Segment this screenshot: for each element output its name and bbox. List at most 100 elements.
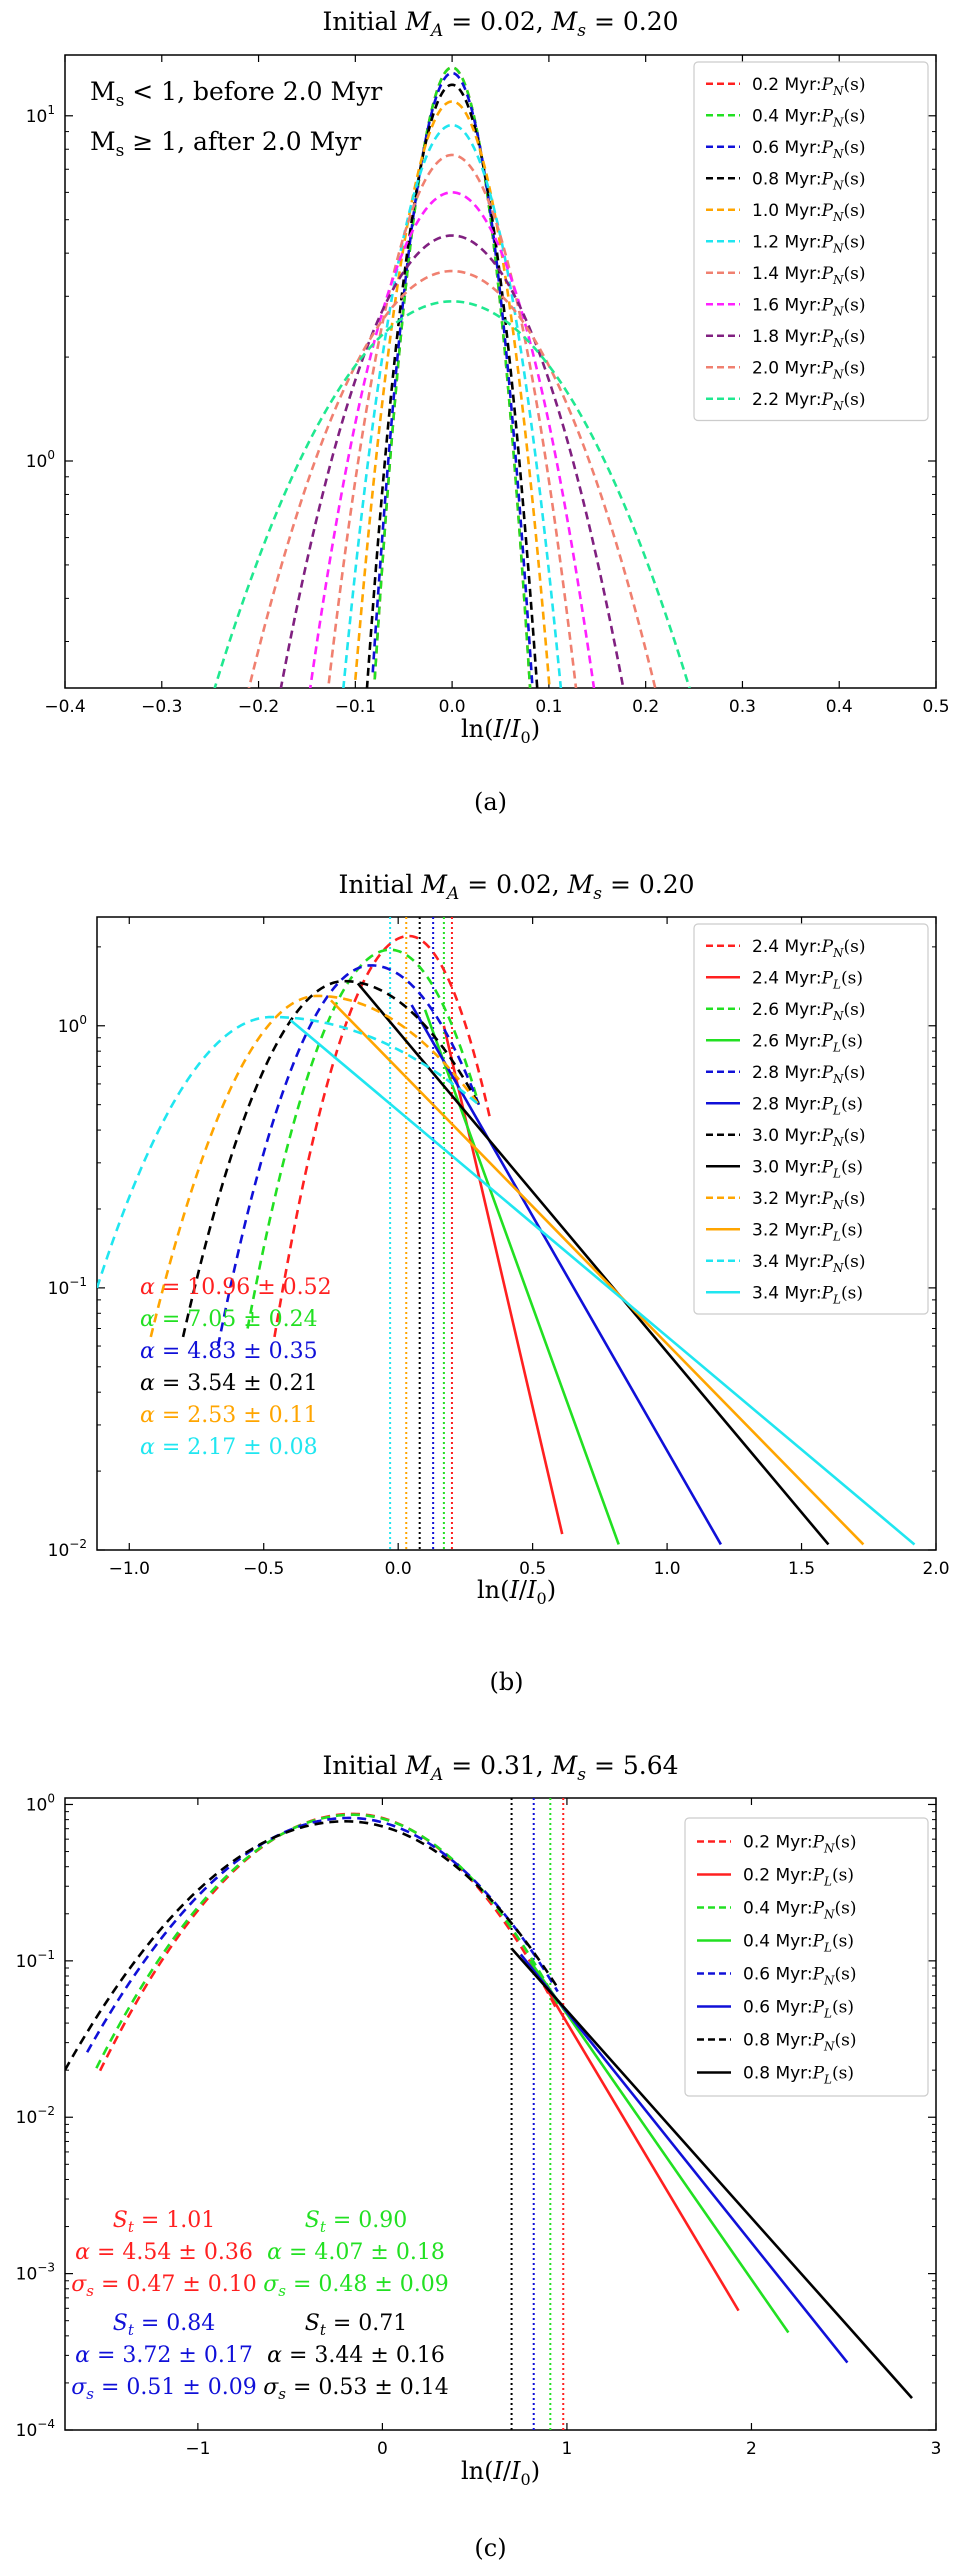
series-line [330,999,865,1546]
legend-label: 3.4 Myr:PL(s) [752,1283,863,1306]
legend-item: 0.6 Myr:PN(s) [706,138,866,161]
x-axis-label: ln(I/I0) [461,715,540,747]
plot-frame [64,1797,937,2431]
sigma-annotation: σs = 0.47 ± 0.10 [71,2272,257,2300]
legend-label: 3.4 Myr:PN(s) [752,1252,866,1275]
legend-label: 3.0 Myr:PL(s) [752,1157,863,1180]
x-tick-label: 0.5 [519,1559,546,1579]
y-tick-label: 10−1 [48,1275,87,1299]
legend-label: 0.4 Myr:PN(s) [743,1899,857,1922]
series-line [308,191,596,688]
legend-box [693,923,929,1315]
legend-item: 0.8 Myr:PL(s) [697,2064,854,2087]
alpha-annotation: α = 10.96 ± 0.52 [140,1275,332,1300]
x-tick-label: 0.3 [729,697,756,717]
legend-label: 2.0 Myr:PN(s) [752,358,866,381]
series-line [365,83,539,688]
legend-label: 0.8 Myr:PL(s) [743,2064,854,2087]
series-line [246,948,481,1329]
x-tick-label: 0.2 [632,697,659,717]
legend-item: 0.4 Myr:PL(s) [697,1932,854,1955]
y-tick-label: 10−1 [16,1948,55,1972]
x-tick-label: 2 [746,2439,757,2459]
legend-item: 0.8 Myr:PN(s) [697,2031,857,2054]
legend-item: 2.8 Myr:PL(s) [706,1094,863,1117]
legend-item: 0.8 Myr:PN(s) [706,169,866,192]
legend-label: 1.8 Myr:PN(s) [752,327,866,350]
series-group [65,1798,913,2430]
series-line [528,1960,740,2312]
x-tick-label: −1.0 [109,1559,150,1579]
plot-frame [64,54,937,689]
x-tick-label: 0 [377,2439,388,2459]
series-line [149,994,480,1338]
legend-label: 1.0 Myr:PN(s) [752,201,866,224]
axes: −1.0 −0.5 0.0 0.5 1.0 1.5 2.0 10−2 10−1 100 [48,916,950,1579]
series-line [95,1813,559,2069]
x-tick-label: 0.0 [439,697,466,717]
legend-label: 0.2 Myr:PL(s) [743,1866,854,1889]
series-line [410,1004,722,1546]
series-line [86,1816,559,2053]
x-tick-label: 1 [562,2439,573,2459]
legend-item: 3.0 Myr:PN(s) [706,1126,866,1149]
legend-label: 2.6 Myr:PL(s) [752,1031,863,1054]
legend-label: 0.6 Myr:PN(s) [752,138,866,161]
y-tick-label: 10−2 [48,1537,87,1561]
legend-label: 3.2 Myr:PN(s) [752,1189,866,1212]
legend-item: 2.6 Myr:PN(s) [706,1000,866,1023]
alpha-annotation: α = 4.54 ± 0.36 [75,2240,253,2265]
x-tick-label: −1 [185,2439,210,2459]
y-tick-label: 100 [26,1791,55,1815]
x-tick-label: 1.0 [654,1559,681,1579]
x-tick-label: −0.5 [243,1559,284,1579]
legend: 0.2 Myr:PN(s) 0.4 Myr:PN(s) 0.6 Myr:PN(s) 0… [693,61,929,422]
chart-title: Initial MA = 0.31, Ms = 5.64 [322,1751,678,1785]
legend-label: 2.8 Myr:PN(s) [752,1063,866,1086]
legend-label: 0.2 Myr:PN(s) [752,75,866,98]
legend-label: 2.6 Myr:PN(s) [752,1000,866,1023]
legend: 2.4 Myr:PN(s) 2.4 Myr:PL(s) 2.6 Myr:PN(s) 2… [693,923,929,1315]
plot-frame [96,916,937,1551]
series-line [273,934,491,1338]
series-line [247,269,657,688]
st-annotation: St = 0.90 [305,2208,408,2236]
x-tick-label: 0.5 [922,697,949,717]
legend-label: 0.6 Myr:PL(s) [743,1998,854,2021]
legend-item: 2.2 Myr:PN(s) [706,390,866,413]
y-tick-label: 100 [58,1013,87,1037]
alpha-annotation: α = 4.83 ± 0.35 [140,1339,318,1364]
legend-label: 0.4 Myr:PN(s) [752,106,866,129]
y-tick-label: 101 [26,103,55,127]
legend-item: 0.6 Myr:PL(s) [697,1998,854,2021]
series-line [373,66,532,688]
legend-item: 2.6 Myr:PL(s) [706,1031,863,1054]
axes: −0.4 −0.3 −0.2 −0.1 0.0 0.1 0.2 0.3 0.4 0.5 100 101 [26,54,950,717]
st-annotation: St = 0.71 [305,2311,408,2339]
series-line [371,71,534,688]
y-tick-label: 100 [26,448,55,472]
panel-caption: (b) [489,1668,523,1696]
alpha-annotation: α = 2.17 ± 0.08 [140,1435,318,1460]
st-annotation: St = 1.01 [113,2208,216,2236]
panel-caption: (c) [474,2534,506,2562]
annotation-text: Ms < 1, before 2.0 Myr [90,77,382,111]
legend-label: 1.2 Myr:PN(s) [752,232,866,255]
series-line [289,1019,916,1546]
legend-label: 2.4 Myr:PN(s) [752,937,866,960]
legend-item: 0.2 Myr:PN(s) [697,1833,857,1856]
series-line [528,1960,790,2334]
st-annotation: St = 0.84 [113,2311,216,2339]
series-line [279,234,625,688]
legend-item: 0.4 Myr:PN(s) [697,1899,857,1922]
series-line [356,982,830,1546]
legend-item: 1.8 Myr:PN(s) [706,327,866,350]
legend-label: 0.8 Myr:PN(s) [752,169,866,192]
series-line [181,979,480,1338]
series-line [342,123,563,688]
legend-label: 2.2 Myr:PN(s) [752,390,866,413]
x-tick-label: 0.4 [826,697,853,717]
legend-label: 0.4 Myr:PL(s) [743,1932,854,1955]
legend-item: 2.4 Myr:PL(s) [706,968,863,991]
